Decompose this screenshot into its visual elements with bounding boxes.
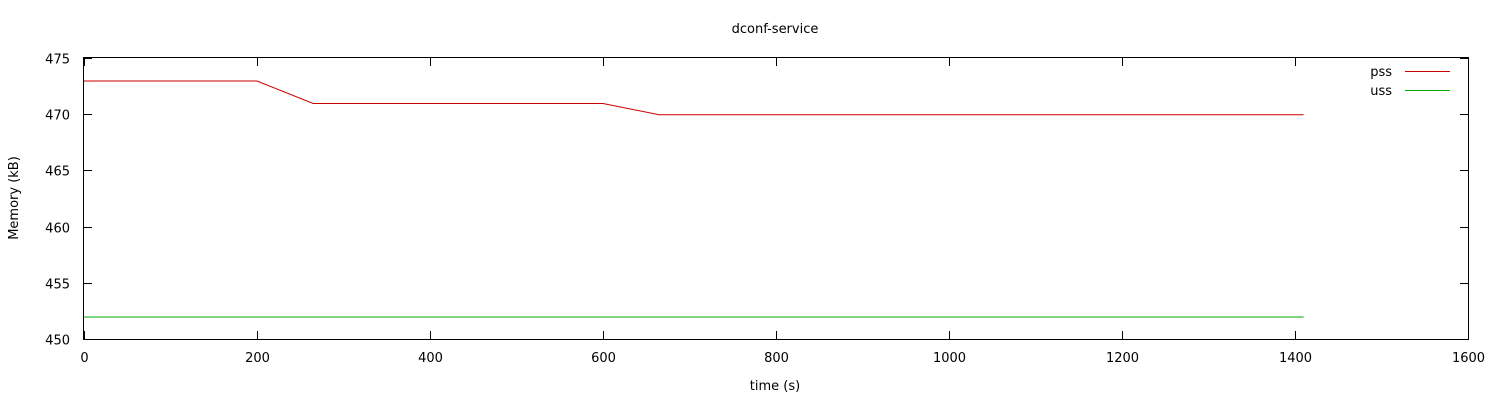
y-tick-label: 460 bbox=[45, 222, 70, 237]
y-axis-label: Memory (kB) bbox=[7, 156, 22, 240]
x-tick-label: 1600 bbox=[1452, 351, 1485, 366]
x-tick-label: 200 bbox=[245, 351, 270, 366]
y-tick-label: 455 bbox=[45, 278, 70, 293]
y-tick-label: 465 bbox=[45, 165, 70, 180]
x-axis-ticks: 0 200 400 600 800 1000 1200 1400 1600 bbox=[80, 58, 1485, 366]
x-tick-label: 400 bbox=[418, 351, 443, 366]
x-tick-label: 0 bbox=[80, 351, 88, 366]
x-tick-label: 1000 bbox=[933, 351, 966, 366]
plot-frame bbox=[83, 57, 1469, 340]
series-layer bbox=[84, 80, 1304, 318]
legend-label-uss: uss bbox=[1370, 84, 1392, 99]
y-tick-label: 475 bbox=[45, 53, 70, 68]
x-tick-label: 1200 bbox=[1106, 351, 1139, 366]
y-tick-label: 470 bbox=[45, 109, 70, 124]
legend-label-pss: pss bbox=[1370, 65, 1392, 80]
y-tick-label: 450 bbox=[45, 334, 70, 349]
y-axis-ticks: 450 455 460 465 470 475 bbox=[45, 53, 1468, 349]
x-axis-label: time (s) bbox=[750, 379, 800, 394]
series-line-pss bbox=[84, 80, 1304, 116]
x-tick-label: 600 bbox=[591, 351, 616, 366]
x-tick-label: 1400 bbox=[1279, 351, 1312, 366]
chart-title: dconf-service bbox=[732, 22, 819, 37]
x-tick-label: 800 bbox=[764, 351, 789, 366]
legend: pss uss bbox=[1370, 65, 1450, 99]
